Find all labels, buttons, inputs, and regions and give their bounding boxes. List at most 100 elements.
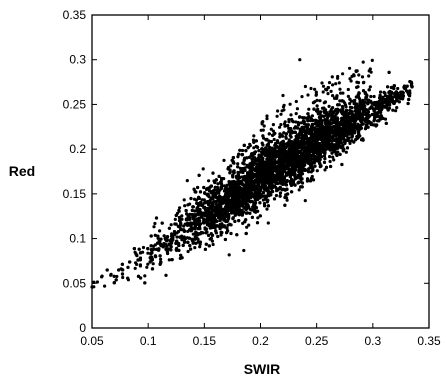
scatter-point [304, 123, 308, 127]
scatter-point [207, 179, 211, 183]
scatter-point [252, 140, 256, 144]
scatter-point [305, 179, 309, 183]
scatter-point [196, 185, 200, 190]
scatter-point [302, 135, 306, 139]
scatter-point [173, 217, 177, 221]
scatter-point [227, 207, 231, 211]
scatter-point [370, 112, 374, 117]
scatter-point [121, 275, 125, 280]
scatter-point [177, 248, 181, 252]
scatter-point [298, 127, 302, 131]
scatter-point [348, 101, 352, 106]
scatter-point [353, 105, 357, 110]
scatter-point [223, 237, 227, 242]
scatter-point [250, 215, 254, 219]
scatter-point [254, 139, 258, 143]
scatter-point [193, 246, 197, 250]
scatter-point [216, 182, 220, 186]
scatter-point [330, 139, 334, 143]
scatter-point [222, 158, 226, 162]
scatter-point [236, 162, 240, 166]
scatter-point [272, 197, 277, 201]
scatter-point [391, 108, 395, 112]
scatter-point [252, 146, 256, 150]
scatter-point [159, 257, 163, 261]
scatter-point [228, 171, 232, 175]
scatter-point [406, 101, 410, 106]
scatter-point [245, 190, 249, 194]
scatter-point [114, 278, 118, 282]
scatter-point [256, 157, 260, 161]
scatter-point [175, 235, 179, 239]
scatter-point [328, 159, 332, 164]
scatter-point [358, 127, 362, 131]
scatter-point [307, 170, 311, 174]
scatter-point [350, 110, 354, 114]
scatter-point [187, 236, 191, 240]
scatter-point [227, 253, 231, 257]
scatter-point [261, 134, 265, 138]
scatter-point [340, 162, 344, 167]
scatter-point [225, 231, 229, 235]
scatter-point [203, 247, 207, 251]
scatter-point [270, 189, 274, 193]
scatter-point [405, 84, 409, 88]
scatter-point [183, 204, 187, 208]
scatter-point [255, 221, 260, 225]
scatter-point [189, 247, 193, 251]
scatter-point [403, 87, 407, 91]
scatter-point [245, 225, 249, 229]
scatter-point [340, 104, 344, 109]
scatter-point [240, 148, 245, 153]
scatter-point [252, 152, 256, 156]
scatter-point [387, 70, 391, 74]
scatter-point [169, 238, 173, 242]
scatter-point [185, 212, 189, 216]
scatter-point [182, 198, 186, 202]
scatter-point [265, 207, 269, 211]
scatter-point [160, 221, 164, 225]
scatter-point [151, 262, 155, 266]
scatter-point [193, 225, 198, 229]
scatter-point [284, 132, 288, 136]
scatter-point [344, 105, 348, 109]
scatter-point [383, 91, 387, 95]
scatter-point [282, 131, 286, 135]
scatter-point [333, 149, 337, 153]
scatter-point [348, 105, 352, 109]
scatter-point [236, 165, 240, 169]
scatter-point [396, 86, 400, 91]
scatter-point [297, 188, 301, 192]
scatter-point [293, 125, 298, 129]
scatter-point [156, 236, 160, 240]
scatter-point [145, 265, 149, 269]
scatter-point [207, 244, 211, 248]
scatter-point [197, 210, 202, 214]
scatter-point [310, 114, 314, 118]
scatter-point [332, 158, 336, 162]
scatter-point [103, 284, 107, 288]
scatter-point [164, 247, 168, 251]
scatter-point [346, 136, 350, 140]
scatter-point [233, 219, 237, 223]
scatter-point [331, 118, 335, 122]
scatter-point [186, 249, 190, 254]
scatter-point [353, 131, 357, 135]
scatter-point [229, 231, 233, 236]
scatter-point [222, 177, 226, 181]
scatter-point [193, 237, 197, 241]
scatter-point [397, 100, 401, 104]
scatter-point [241, 161, 245, 165]
scatter-point [388, 103, 392, 107]
scatter-point [186, 240, 190, 244]
scatter-point [331, 136, 335, 141]
scatter-point [329, 164, 333, 169]
scatter-point [402, 84, 407, 88]
scatter-point [274, 193, 278, 198]
scatter-point [146, 262, 150, 266]
scatter-point [185, 179, 189, 183]
scatter-point [211, 242, 215, 247]
scatter-point [285, 198, 289, 202]
scatter-point [225, 226, 229, 230]
